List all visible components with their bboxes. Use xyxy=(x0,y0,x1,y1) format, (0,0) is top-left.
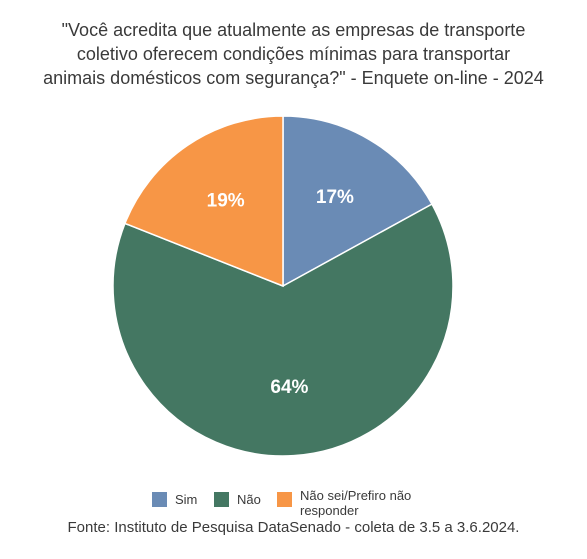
pie-slice-nao-sei xyxy=(123,115,284,288)
title-line-3: animais domésticos com segurança?" - Enq… xyxy=(43,68,544,88)
legend-item-sim: Sim xyxy=(152,488,197,507)
pie-slice-nao xyxy=(112,203,454,457)
legend-item-nao-sei: Não sei/Prefiro não responder xyxy=(277,488,430,518)
source-note: Fonte: Instituto de Pesquisa DataSenado … xyxy=(67,519,520,536)
legend-swatch-nao-sei xyxy=(277,492,292,507)
pie-label-sim: 17% xyxy=(316,187,354,208)
legend-swatch-nao xyxy=(214,492,229,507)
legend: Sim Não Não sei/Prefiro não responder xyxy=(152,488,452,520)
legend-label-nao-sei: Não sei/Prefiro não responder xyxy=(300,488,412,518)
title-line-2: coletivo oferecem condições mínimas para… xyxy=(76,44,511,64)
legend-swatch-sim xyxy=(152,492,167,507)
legend-label-sim: Sim xyxy=(175,492,198,507)
chart-title: "Você acredita que atualmente as empresa… xyxy=(20,18,567,90)
pie-slice-sim xyxy=(282,115,433,288)
pie-label-nao: 64% xyxy=(270,377,308,398)
legend-item-nao: Não xyxy=(214,488,261,507)
pie-labels: 17% 64% 19% xyxy=(207,187,354,398)
pie-slices xyxy=(112,115,454,457)
pie-label-nao-sei: 19% xyxy=(207,191,245,212)
title-line-1: "Você acredita que atualmente as empresa… xyxy=(61,20,526,40)
legend-label-nao: Não xyxy=(237,492,261,507)
